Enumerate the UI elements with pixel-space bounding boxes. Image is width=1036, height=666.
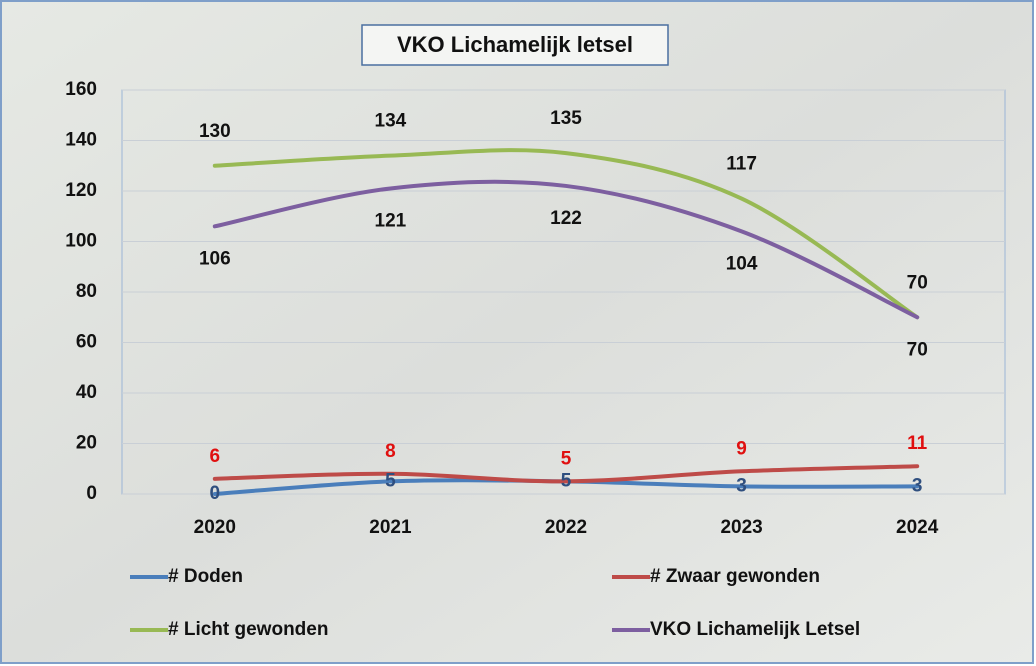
y-tick-label: 60 [76, 332, 97, 353]
legend-label: # Doden [168, 566, 243, 587]
data-label: 130 [199, 121, 231, 142]
data-label: 8 [385, 441, 396, 462]
data-label: 121 [375, 210, 407, 231]
y-tick-label: 20 [76, 433, 97, 454]
data-label: 104 [726, 253, 758, 274]
data-label: 134 [375, 111, 407, 132]
chart: VKO Lichamelijk letsel 02040608010012014… [0, 0, 1036, 666]
data-label: 3 [736, 475, 747, 496]
legend-label: # Licht gewonden [168, 619, 328, 640]
x-tick-label: 2021 [369, 517, 412, 538]
page: {"chart_data": {"type": "line", "title":… [0, 0, 1036, 666]
data-label: 11 [907, 433, 928, 454]
data-label: 0 [210, 483, 221, 504]
data-label: 5 [561, 448, 572, 469]
background [1, 1, 1033, 663]
data-label: 117 [726, 154, 757, 175]
y-tick-label: 120 [65, 180, 97, 201]
data-label: 9 [736, 438, 747, 459]
data-label: 122 [550, 208, 582, 229]
data-label: 6 [210, 446, 221, 467]
x-tick-label: 2020 [194, 517, 236, 538]
y-tick-label: 140 [65, 130, 97, 151]
y-tick-label: 100 [65, 231, 97, 252]
data-label: 3 [912, 475, 923, 496]
legend-label: VKO Lichamelijk Letsel [650, 619, 860, 640]
data-label: 135 [550, 108, 582, 129]
data-label: 106 [199, 248, 231, 269]
data-label: 70 [907, 339, 928, 360]
data-label: 70 [907, 272, 928, 293]
y-tick-label: 80 [76, 281, 97, 302]
data-label: 5 [385, 470, 396, 491]
data-label: 5 [561, 470, 572, 491]
y-tick-label: 160 [65, 79, 97, 100]
y-tick-label: 0 [86, 483, 97, 504]
x-tick-label: 2022 [545, 517, 587, 538]
chart-title: VKO Lichamelijk letsel [397, 32, 633, 57]
x-tick-label: 2024 [896, 517, 939, 538]
legend-label: # Zwaar gewonden [650, 566, 820, 587]
y-tick-label: 40 [76, 382, 97, 403]
x-tick-label: 2023 [720, 517, 762, 538]
